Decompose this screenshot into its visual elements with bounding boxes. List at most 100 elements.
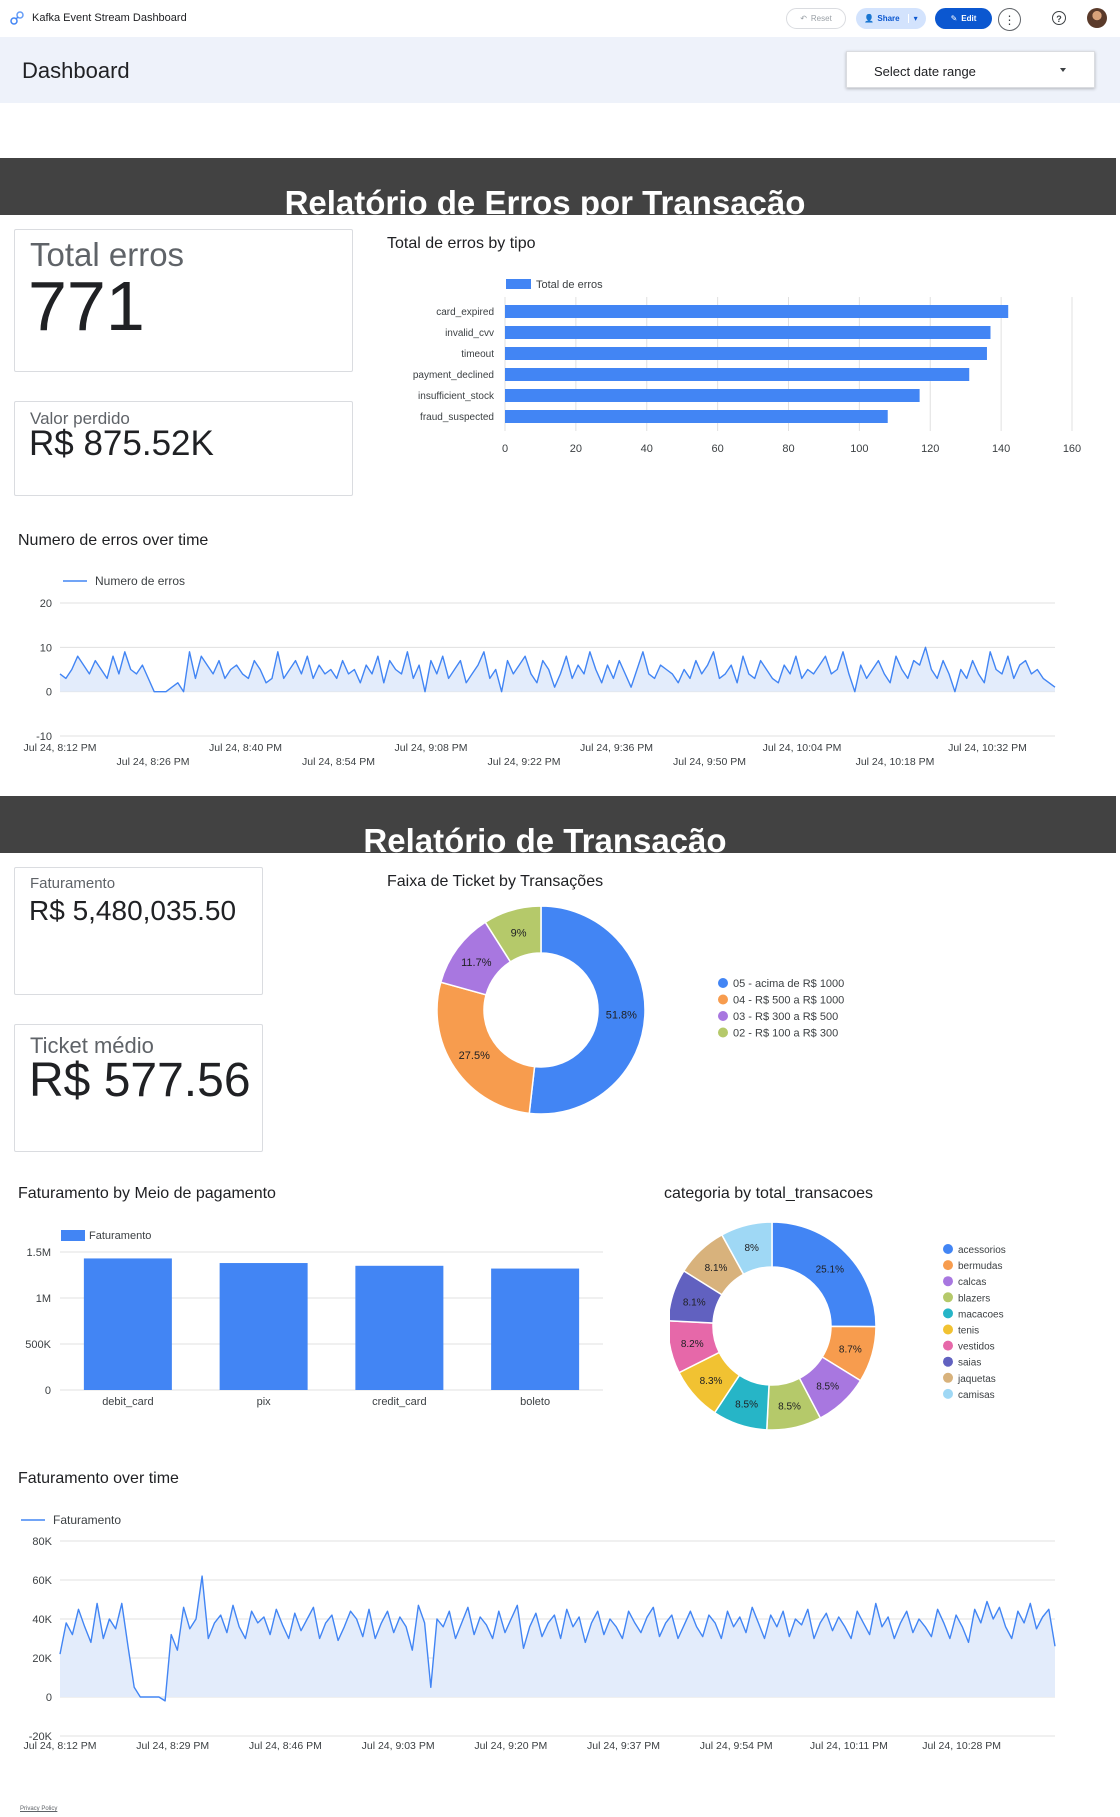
bar (219, 1263, 308, 1390)
section-header-erros: Relatório de Erros por Transação (0, 158, 1116, 215)
y-tick-label: -20K (29, 1731, 53, 1743)
x-tick-label: Jul 24, 10:18 PM (856, 756, 935, 768)
chart-erros-tipo: Total de erros 0 20 40 60 80 100 120 140 160 card_… (413, 279, 1081, 455)
legend-label: acessorios (958, 1245, 1006, 1256)
chart-title: categoria by total_transacoes (664, 1185, 874, 1202)
app-logo-icon (10, 11, 24, 25)
kpi-value: R$ 875.52K (29, 424, 214, 463)
legend-label: 05 - acima de R$ 1000 (733, 978, 844, 990)
y-tick-label: invalid_cvv (445, 328, 494, 339)
chart-erros-over-time: Numero de erros -10 0 10 20 Jul 24, 8:12 PM Ju… (24, 574, 1056, 768)
slice-label: 8% (745, 1243, 760, 1254)
area-fill (60, 647, 1055, 692)
x-tick-label: Jul 24, 10:32 PM (948, 742, 1027, 754)
legend-label: vestidos (958, 1342, 995, 1353)
y-tick-label: timeout (461, 349, 494, 360)
legend-dot (943, 1292, 953, 1303)
slice-label: 8.5% (778, 1402, 801, 1413)
bar (83, 1258, 172, 1390)
legend-label: 04 - R$ 500 a R$ 1000 (733, 995, 844, 1007)
kpi-value: R$ 5,480,035.50 (29, 895, 237, 926)
kpi-card-ticket-medio: Ticket médio R$ 577.56 (14, 1024, 263, 1152)
series-line (59, 1575, 1056, 1702)
y-tick-label: 0 (46, 1692, 52, 1704)
kpi-card-faturamento: Faturamento R$ 5,480,035.50 (14, 867, 263, 995)
legend-label: jaquetas (957, 1374, 996, 1385)
avatar[interactable] (1087, 8, 1107, 28)
y-tick-label: 0 (45, 1385, 51, 1397)
legend-dot (943, 1324, 953, 1335)
y-tick-label: 500K (25, 1339, 51, 1351)
reset-button[interactable]: ↶ Reset (786, 8, 846, 29)
x-tick-label: Jul 24, 8:46 PM (249, 1740, 322, 1752)
date-range-select[interactable]: Select date range (846, 51, 1095, 88)
bar (505, 410, 888, 423)
bar (505, 347, 987, 360)
x-tick-label: Jul 24, 8:26 PM (117, 756, 190, 768)
edit-button[interactable]: ✎ Edit (935, 8, 992, 29)
edit-label: Edit (961, 14, 977, 23)
more-options-button[interactable]: ⋮ (998, 8, 1021, 31)
legend-label: calcas (958, 1277, 986, 1288)
chart-title: Numero de erros over time (18, 532, 209, 549)
share-dropdown-icon[interactable]: ▾ (907, 14, 918, 23)
kpi-label: Valor perdido (30, 409, 130, 428)
chart-faixa-ticket: 51.8% 27.5% 11.7% 9% 05 - acima de R$ 1000 04… (436, 905, 844, 1115)
legend-label: bermudas (958, 1261, 1002, 1272)
x-tick-label: Jul 24, 9:36 PM (580, 742, 653, 754)
slice-label: 9% (511, 928, 527, 940)
help-icon[interactable]: ? (1052, 11, 1066, 25)
legend-dot (718, 1011, 728, 1021)
x-tick-label: Jul 24, 8:12 PM (24, 1740, 97, 1752)
y-tick-label: 20 (40, 598, 52, 610)
chart-categoria: 25.1% 8.7% 8.5% 8.5% 8.5% 8.3% 8.2% 8.1% 8.1% 8% a… (670, 1221, 1006, 1431)
x-tick-label: Jul 24, 8:29 PM (136, 1740, 209, 1752)
x-tick-label: 140 (992, 443, 1010, 455)
x-tick-label: Jul 24, 9:54 PM (700, 1740, 773, 1752)
x-tick-label: boleto (520, 1396, 550, 1408)
more-vert-icon: ⋮ (1003, 12, 1016, 27)
person-add-icon: 👤 (864, 14, 875, 23)
y-tick-label: insufficient_stock (418, 391, 495, 402)
x-tick-label: Jul 24, 8:40 PM (209, 742, 282, 754)
y-tick-label: payment_declined (413, 370, 494, 381)
kpi-card-total-erros: Total erros 771 (14, 229, 353, 372)
x-tick-label: Jul 24, 9:20 PM (474, 1740, 547, 1752)
kpi-label: Ticket médio (30, 1033, 154, 1058)
date-range-label: Select date range (874, 64, 976, 79)
legend-dot (718, 994, 728, 1005)
legend-swatch (506, 279, 531, 289)
reset-label: Reset (810, 14, 832, 23)
legend-dot (943, 1308, 953, 1319)
slice-label: 11.7% (461, 957, 492, 969)
slice-label: 8.5% (816, 1382, 839, 1393)
chart-faturamento-meio: Faturamento 0 500K 1M 1.5M debit_card pix credi… (25, 1230, 603, 1408)
x-tick-label: 120 (921, 443, 939, 455)
y-tick-label: card_expired (436, 307, 494, 318)
legend-dot (943, 1340, 953, 1351)
y-tick-label: 60K (32, 1575, 52, 1587)
bar (491, 1268, 580, 1390)
section-header-transacao: Relatório de Transação (0, 796, 1116, 853)
series-line (59, 646, 1056, 693)
slice-label: 8.1% (683, 1298, 706, 1309)
bar (505, 389, 920, 402)
legend-dot (943, 1356, 953, 1367)
y-tick-label: 80K (32, 1536, 52, 1548)
legend-label: Faturamento (89, 1230, 151, 1242)
slice-label: 8.3% (700, 1376, 723, 1387)
legend-dot (943, 1388, 953, 1399)
area-fill (60, 1576, 1055, 1701)
x-tick-label: credit_card (372, 1396, 426, 1408)
x-tick-label: Jul 24, 10:28 PM (922, 1740, 1001, 1752)
legend-dot (943, 1372, 953, 1383)
share-button[interactable]: 👤 Share ▾ (856, 8, 926, 29)
legend-swatch (61, 1230, 85, 1241)
y-tick-label: 1.5M (27, 1247, 51, 1259)
legend-label: tenis (958, 1326, 979, 1337)
app-title: Kafka Event Stream Dashboard (32, 12, 187, 24)
chart-faturamento-over-time: Faturamento -20K 0 20K 40K 60K 80K Jul 24, 8:12… (21, 1513, 1056, 1752)
chart-title: Faturamento by Meio de pagamento (18, 1185, 276, 1202)
x-tick-label: 20 (570, 443, 582, 455)
privacy-policy-link[interactable]: Privacy Policy (20, 1806, 58, 1812)
